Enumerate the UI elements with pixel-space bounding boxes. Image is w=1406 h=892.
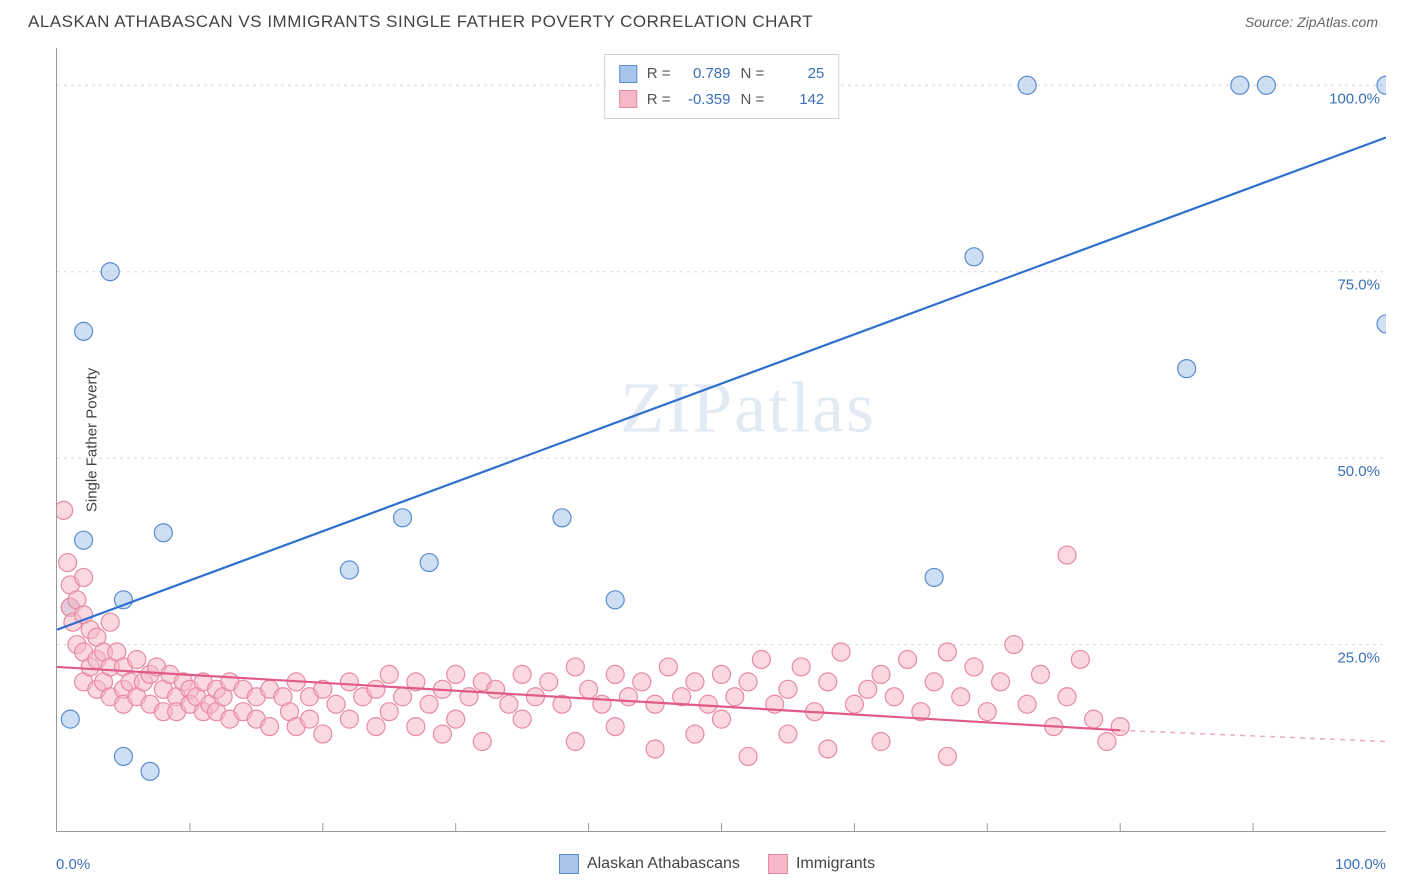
plot-area: 25.0%50.0%75.0%100.0% ZIPatlas R = 0.789…: [56, 48, 1386, 832]
svg-text:50.0%: 50.0%: [1337, 463, 1380, 480]
series-legend: Alaskan Athabascans Immigrants: [559, 854, 875, 874]
legend-item-series1: Alaskan Athabascans: [559, 854, 740, 874]
legend-label: Alaskan Athabascans: [587, 855, 740, 873]
swatch-icon: [559, 854, 579, 874]
svg-text:100.0%: 100.0%: [1329, 90, 1380, 107]
stats-row-series2: R = -0.359 N = 142: [619, 87, 825, 113]
x-axis-max-label: 100.0%: [1335, 856, 1386, 873]
stat-value-r1: 0.789: [681, 61, 731, 87]
stat-label-n: N =: [741, 87, 765, 113]
stat-label-n: N =: [741, 61, 765, 87]
x-axis-legend-bar: 0.0% Alaskan Athabascans Immigrants 100.…: [48, 844, 1386, 884]
stat-label-r: R =: [647, 61, 671, 87]
source-attribution: Source: ZipAtlas.com: [1245, 14, 1378, 30]
stat-label-r: R =: [647, 87, 671, 113]
scatter-svg: 25.0% 50.0% 75.0% 100.0%: [57, 48, 1386, 831]
stats-row-series1: R = 0.789 N = 25: [619, 61, 825, 87]
swatch-icon: [619, 90, 637, 108]
swatch-icon: [768, 854, 788, 874]
stat-value-n2: 142: [774, 87, 824, 113]
stat-value-r2: -0.359: [681, 87, 731, 113]
chart-container: Single Father Poverty 25.0%50.0%75.0%100…: [48, 48, 1386, 832]
legend-item-series2: Immigrants: [768, 854, 875, 874]
x-axis-min-label: 0.0%: [56, 856, 90, 873]
correlation-stats-box: R = 0.789 N = 25 R = -0.359 N = 142: [604, 54, 840, 119]
svg-text:75.0%: 75.0%: [1337, 277, 1380, 294]
chart-title: ALASKAN ATHABASCAN VS IMMIGRANTS SINGLE …: [28, 12, 813, 32]
swatch-icon: [619, 65, 637, 83]
legend-label: Immigrants: [796, 855, 875, 873]
stat-value-n1: 25: [774, 61, 824, 87]
svg-text:25.0%: 25.0%: [1337, 650, 1380, 667]
